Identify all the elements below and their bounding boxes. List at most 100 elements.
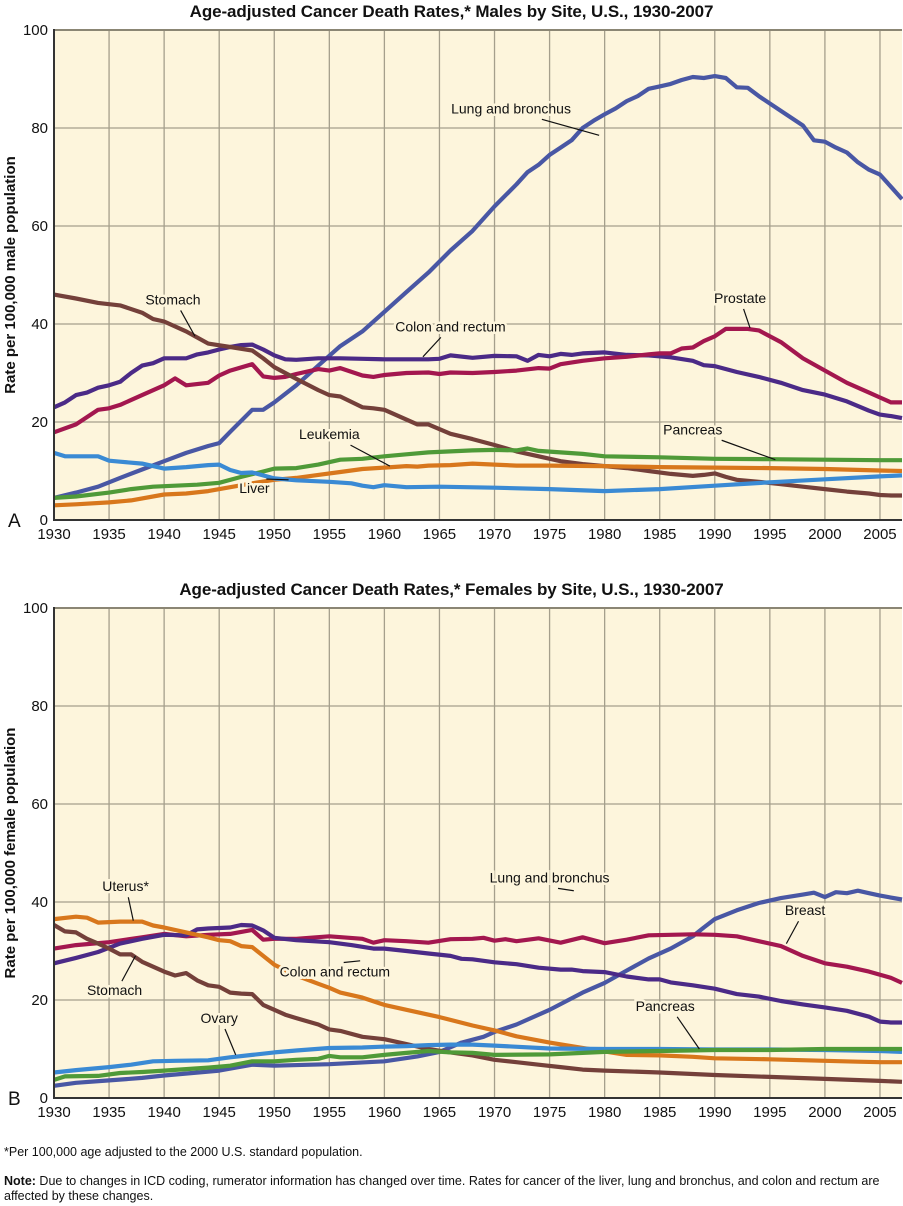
leader-line-prostate <box>743 308 751 329</box>
footnote-asterisk: *Per 100,000 age adjusted to the 2000 U.… <box>4 1145 363 1159</box>
annotations: Uterus* Stomach Colon and rectum Ovary Lung … <box>84 867 828 1056</box>
series-line-prostate <box>53 326 902 435</box>
leader-line-pancreas <box>721 439 776 461</box>
x-tick-label-1975: 1975 <box>533 526 566 543</box>
x-tick-label-1970: 1970 <box>478 1104 511 1121</box>
x-tick-label-1960: 1960 <box>368 1104 401 1121</box>
series-label-colon-and-rectum: Colon and rectum <box>395 318 506 334</box>
series-line-breast <box>53 927 903 985</box>
series-line-colon-and-rectum <box>53 342 903 421</box>
gridlines <box>54 30 902 520</box>
chart-males-svg: 0 20 40 60 80 100 1930 1935 1940 1945 1950 1955 1960… <box>2 22 903 543</box>
leader-line-liver <box>266 478 289 481</box>
plot-background <box>54 608 902 1098</box>
x-tick-label-1955: 1955 <box>313 526 346 543</box>
y-tick-label-80: 80 <box>31 120 48 137</box>
x-tick-label-1995: 1995 <box>753 526 786 543</box>
x-tick-label-1975: 1975 <box>533 1104 566 1121</box>
leader-line-colon-and-rectum <box>422 336 442 358</box>
series-line-colon-and-rectum <box>53 922 902 1025</box>
chart-females: Age-adjusted Cancer Death Rates,* Female… <box>0 578 903 1138</box>
panel-label: B <box>8 1089 21 1110</box>
x-tick-label-1950: 1950 <box>258 526 291 543</box>
x-tick-label-1980: 1980 <box>588 1104 621 1121</box>
series-label-lung-and-bronchus: Lung and bronchus <box>451 100 571 116</box>
panel-label: A <box>8 511 21 532</box>
y-axis-label: Rate per 100,000 male population <box>2 156 19 394</box>
x-tick-label-1950: 1950 <box>258 1104 291 1121</box>
series-label-colon-and-rectum: Colon and rectum <box>280 963 391 979</box>
series-line-stomach <box>52 923 903 1084</box>
series-label-pancreas: Pancreas <box>663 421 722 437</box>
x-tick-label-1935: 1935 <box>92 1104 125 1121</box>
series-line-pancreas <box>53 446 902 500</box>
chart-title-males: Age-adjusted Cancer Death Rates,* Males … <box>189 2 714 21</box>
y-tick-label-80: 80 <box>31 698 48 715</box>
x-tick-label-1965: 1965 <box>423 526 456 543</box>
y-tick-label-100: 100 <box>23 22 48 39</box>
x-tick-label-1985: 1985 <box>643 1104 676 1121</box>
chart-males: Age-adjusted Cancer Death Rates,* Males … <box>0 0 903 560</box>
leader-line-uterus <box>127 897 134 921</box>
gridlines <box>54 608 902 1098</box>
series-label-stomach: Stomach <box>87 982 142 998</box>
series-line-liver <box>53 450 903 494</box>
x-tick-label-2005: 2005 <box>863 526 896 543</box>
y-tick-label-0: 0 <box>40 512 48 529</box>
x-tick-label-1980: 1980 <box>588 526 621 543</box>
leader-line-lung-and-bronchus <box>541 118 600 136</box>
series-label-uterus: Uterus* <box>102 878 149 894</box>
y-tick-label-0: 0 <box>40 1090 48 1107</box>
leader-line-lung-and-bronchus <box>557 887 574 892</box>
leader-line-stomach <box>121 955 137 982</box>
y-tick-label-20: 20 <box>31 414 48 431</box>
series-label-stomach: Stomach <box>145 291 200 307</box>
y-tick-label-60: 60 <box>31 218 48 235</box>
series-label-pancreas: Pancreas <box>636 998 695 1014</box>
y-tick-label-60: 60 <box>31 796 48 813</box>
y-tick-label-100: 100 <box>23 600 48 617</box>
series-line-lung-and-bronchus <box>53 888 903 1088</box>
leader-line-stomach <box>180 310 196 337</box>
series-label-leukemia: Leukemia <box>299 426 360 442</box>
chart-title-females: Age-adjusted Cancer Death Rates,* Female… <box>179 580 724 599</box>
leader-line-colon-and-rectum <box>343 960 361 964</box>
series-label-prostate: Prostate <box>714 290 766 306</box>
footnote-note: Note: Due to changes in ICD coding, rume… <box>4 1174 894 1204</box>
series-label-liver: Liver <box>239 480 270 496</box>
x-tick-label-2005: 2005 <box>863 1104 896 1121</box>
leader-line-leukemia <box>350 444 391 467</box>
x-tick-label-1935: 1935 <box>92 526 125 543</box>
note-text: Due to changes in ICD coding, rumerator … <box>4 1174 880 1203</box>
y-tick-label-40: 40 <box>31 894 48 911</box>
x-tick-label-1940: 1940 <box>147 526 180 543</box>
series-line-lung-and-bronchus <box>53 73 903 500</box>
x-tick-label-1985: 1985 <box>643 526 676 543</box>
y-tick-label-20: 20 <box>31 992 48 1009</box>
x-tick-label-1990: 1990 <box>698 1104 731 1121</box>
chart-females-svg: 0 20 40 60 80 100 1930 1935 1940 1945 1950 1955 1960… <box>2 600 903 1121</box>
series-label-lung-and-bronchus: Lung and bronchus <box>490 869 610 885</box>
x-tick-label-1970: 1970 <box>478 526 511 543</box>
y-axis-label: Rate per 100,000 female population <box>2 728 19 979</box>
series-label-breast: Breast <box>785 902 826 918</box>
leader-line-ovary <box>224 1028 237 1056</box>
x-tick-label-1940: 1940 <box>147 1104 180 1121</box>
x-tick-label-1930: 1930 <box>37 526 70 543</box>
x-tick-label-2000: 2000 <box>808 1104 841 1121</box>
series-label-ovary: Ovary <box>201 1010 238 1026</box>
x-tick-label-1995: 1995 <box>753 1104 786 1121</box>
x-tick-label-1945: 1945 <box>203 526 236 543</box>
series-line-uterus <box>53 914 902 1065</box>
x-tick-label-1990: 1990 <box>698 526 731 543</box>
series-line-leukemia <box>53 461 903 508</box>
plot-background <box>54 30 902 520</box>
x-tick-label-1955: 1955 <box>313 1104 346 1121</box>
leader-line-breast <box>785 920 800 944</box>
series-lines <box>52 888 903 1088</box>
x-tick-label-2000: 2000 <box>808 526 841 543</box>
x-tick-label-1930: 1930 <box>37 1104 70 1121</box>
note-label: Note: <box>4 1174 36 1188</box>
x-tick-label-1945: 1945 <box>203 1104 236 1121</box>
annotations: Lung and bronchus Stomach Colon and rectum… <box>143 98 776 499</box>
